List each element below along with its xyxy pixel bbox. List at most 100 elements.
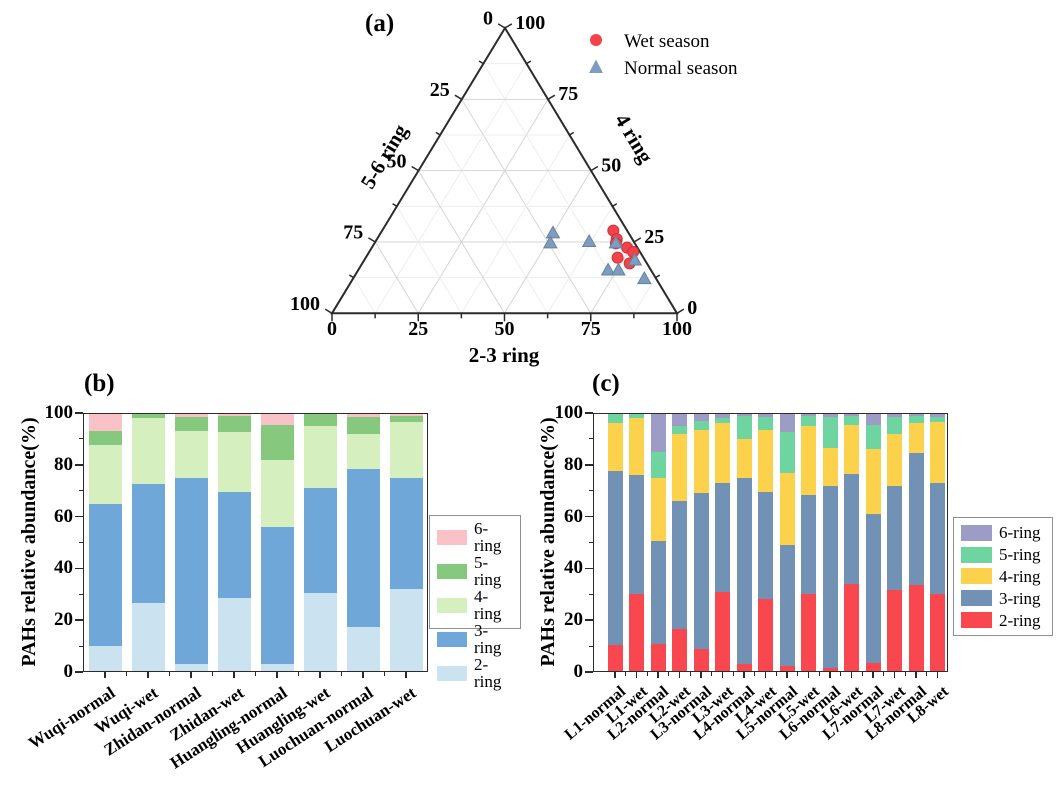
segment-5-ring — [844, 415, 859, 425]
bar-Luochuan-normal — [346, 413, 380, 672]
bar-Wuqi-wet — [131, 413, 165, 672]
segment-5-ring — [174, 416, 208, 432]
segment-3-ring — [865, 514, 881, 663]
segment-5-ring — [736, 415, 752, 439]
normal-season-point — [627, 252, 643, 266]
segment-5-ring — [260, 424, 294, 460]
segment-3-ring — [822, 485, 838, 669]
segment-6-ring — [629, 413, 644, 415]
x-tick — [743, 672, 745, 678]
x-minor-tick — [754, 672, 756, 676]
segment-5-ring — [389, 415, 423, 423]
bar-L3-normal — [693, 413, 709, 672]
segment-3-ring — [303, 488, 337, 593]
ternary-gridline — [418, 170, 505, 314]
bar-Huangling-normal — [260, 413, 294, 672]
ternary-tick — [633, 237, 642, 243]
segment-6-ring — [217, 413, 251, 416]
segment-4-ring — [88, 445, 122, 504]
legend-swatch-3-ring — [437, 631, 467, 647]
segment-5-ring — [629, 414, 644, 419]
segment-6-ring — [346, 413, 380, 417]
ternary-tick — [411, 165, 419, 172]
ternary-gridline — [460, 134, 570, 314]
y-major-tick — [585, 412, 593, 414]
ternary-bottom-axis-title: 2-3 ring — [469, 343, 540, 367]
segment-4-ring — [758, 429, 773, 492]
legend-swatch-3-ring — [961, 590, 992, 607]
ternary-bottom-tick-label: 0 — [327, 318, 337, 340]
legend-label-4-ring: 4-ring — [999, 566, 1041, 586]
ternary-right-tick-label: 75 — [558, 83, 578, 105]
ternary-gridline — [396, 206, 462, 314]
bar-Wuqi-normal — [88, 413, 122, 672]
x-tick — [872, 672, 874, 678]
segment-4-ring — [865, 449, 881, 514]
x-minor-tick — [625, 672, 627, 676]
ternary-left-tick-label: 25 — [430, 79, 450, 101]
segment-5-ring — [346, 416, 380, 434]
ternary-gridline — [633, 277, 656, 314]
ternary-left-tick-label: 50 — [387, 150, 407, 172]
y-minor-tick — [588, 542, 593, 543]
segment-3-ring — [346, 468, 380, 627]
bar-Zhidan-normal — [174, 413, 208, 672]
y-tick-label: 40 — [54, 557, 73, 579]
y-minor-tick — [588, 593, 593, 595]
y-tick-label: 20 — [564, 609, 583, 631]
legend-label-6-ring: 6-ring — [474, 519, 502, 555]
y-minor-tick — [78, 593, 83, 595]
legend-label-2-ring: 2-ring — [474, 655, 502, 691]
segment-3-ring — [801, 494, 816, 595]
bar-L5-normal — [779, 413, 795, 672]
x-tick — [721, 672, 724, 678]
x-minor-tick — [818, 672, 820, 676]
x-tick — [807, 672, 810, 678]
segment-5-ring — [131, 414, 165, 419]
bar-L2-wet — [672, 413, 687, 672]
y-major-tick — [75, 464, 83, 466]
segment-5-ring — [88, 431, 122, 446]
y-major-tick — [75, 671, 83, 673]
segment-6-ring — [174, 413, 208, 417]
normal-season-legend-label: Normal season — [624, 58, 738, 79]
legend-row: 6-ring — [961, 524, 1045, 541]
panel-b-y-axis-title: PAHs relative abundance(%) — [18, 417, 40, 667]
segment-4-ring — [131, 418, 165, 485]
bar-L5-wet — [801, 413, 816, 672]
segment-2-ring — [672, 629, 687, 672]
y-tick-label: 100 — [44, 402, 74, 423]
ternary-gridlines — [353, 63, 656, 314]
segment-4-ring — [801, 425, 816, 495]
segment-5-ring — [303, 414, 337, 426]
bar-L1-normal — [607, 413, 623, 672]
ternary-legend: Wet season Normal season — [589, 31, 738, 79]
segment-3-ring — [629, 475, 644, 595]
x-tick — [362, 672, 364, 678]
bar-Huangling-wet — [303, 413, 337, 672]
legend-swatch-4-ring — [437, 597, 467, 613]
legend-label-6-ring: 6-ring — [999, 523, 1041, 543]
segment-3-ring — [930, 482, 945, 595]
x-tick — [233, 672, 235, 678]
x-minor-tick — [689, 672, 691, 676]
segment-2-ring — [844, 583, 859, 672]
x-tick — [850, 672, 853, 678]
segment-2-ring — [758, 599, 773, 672]
segment-6-ring — [887, 413, 902, 417]
segment-2-ring — [389, 589, 423, 672]
ternary-left-tick-label: 0 — [483, 8, 493, 30]
legend-swatch-2-ring — [437, 665, 467, 681]
bar-L3-wet — [715, 413, 730, 672]
segment-6-ring — [822, 413, 838, 417]
bar-L6-wet — [844, 413, 859, 672]
y-tick-label: 60 — [54, 505, 73, 527]
segment-2-ring — [174, 664, 208, 672]
panel-a-label: (a) — [365, 10, 395, 37]
y-major-tick — [585, 671, 593, 673]
y-major-tick — [75, 412, 83, 414]
segment-3-ring — [844, 473, 859, 584]
x-minor-tick — [840, 672, 842, 676]
x-minor-tick — [883, 672, 885, 676]
